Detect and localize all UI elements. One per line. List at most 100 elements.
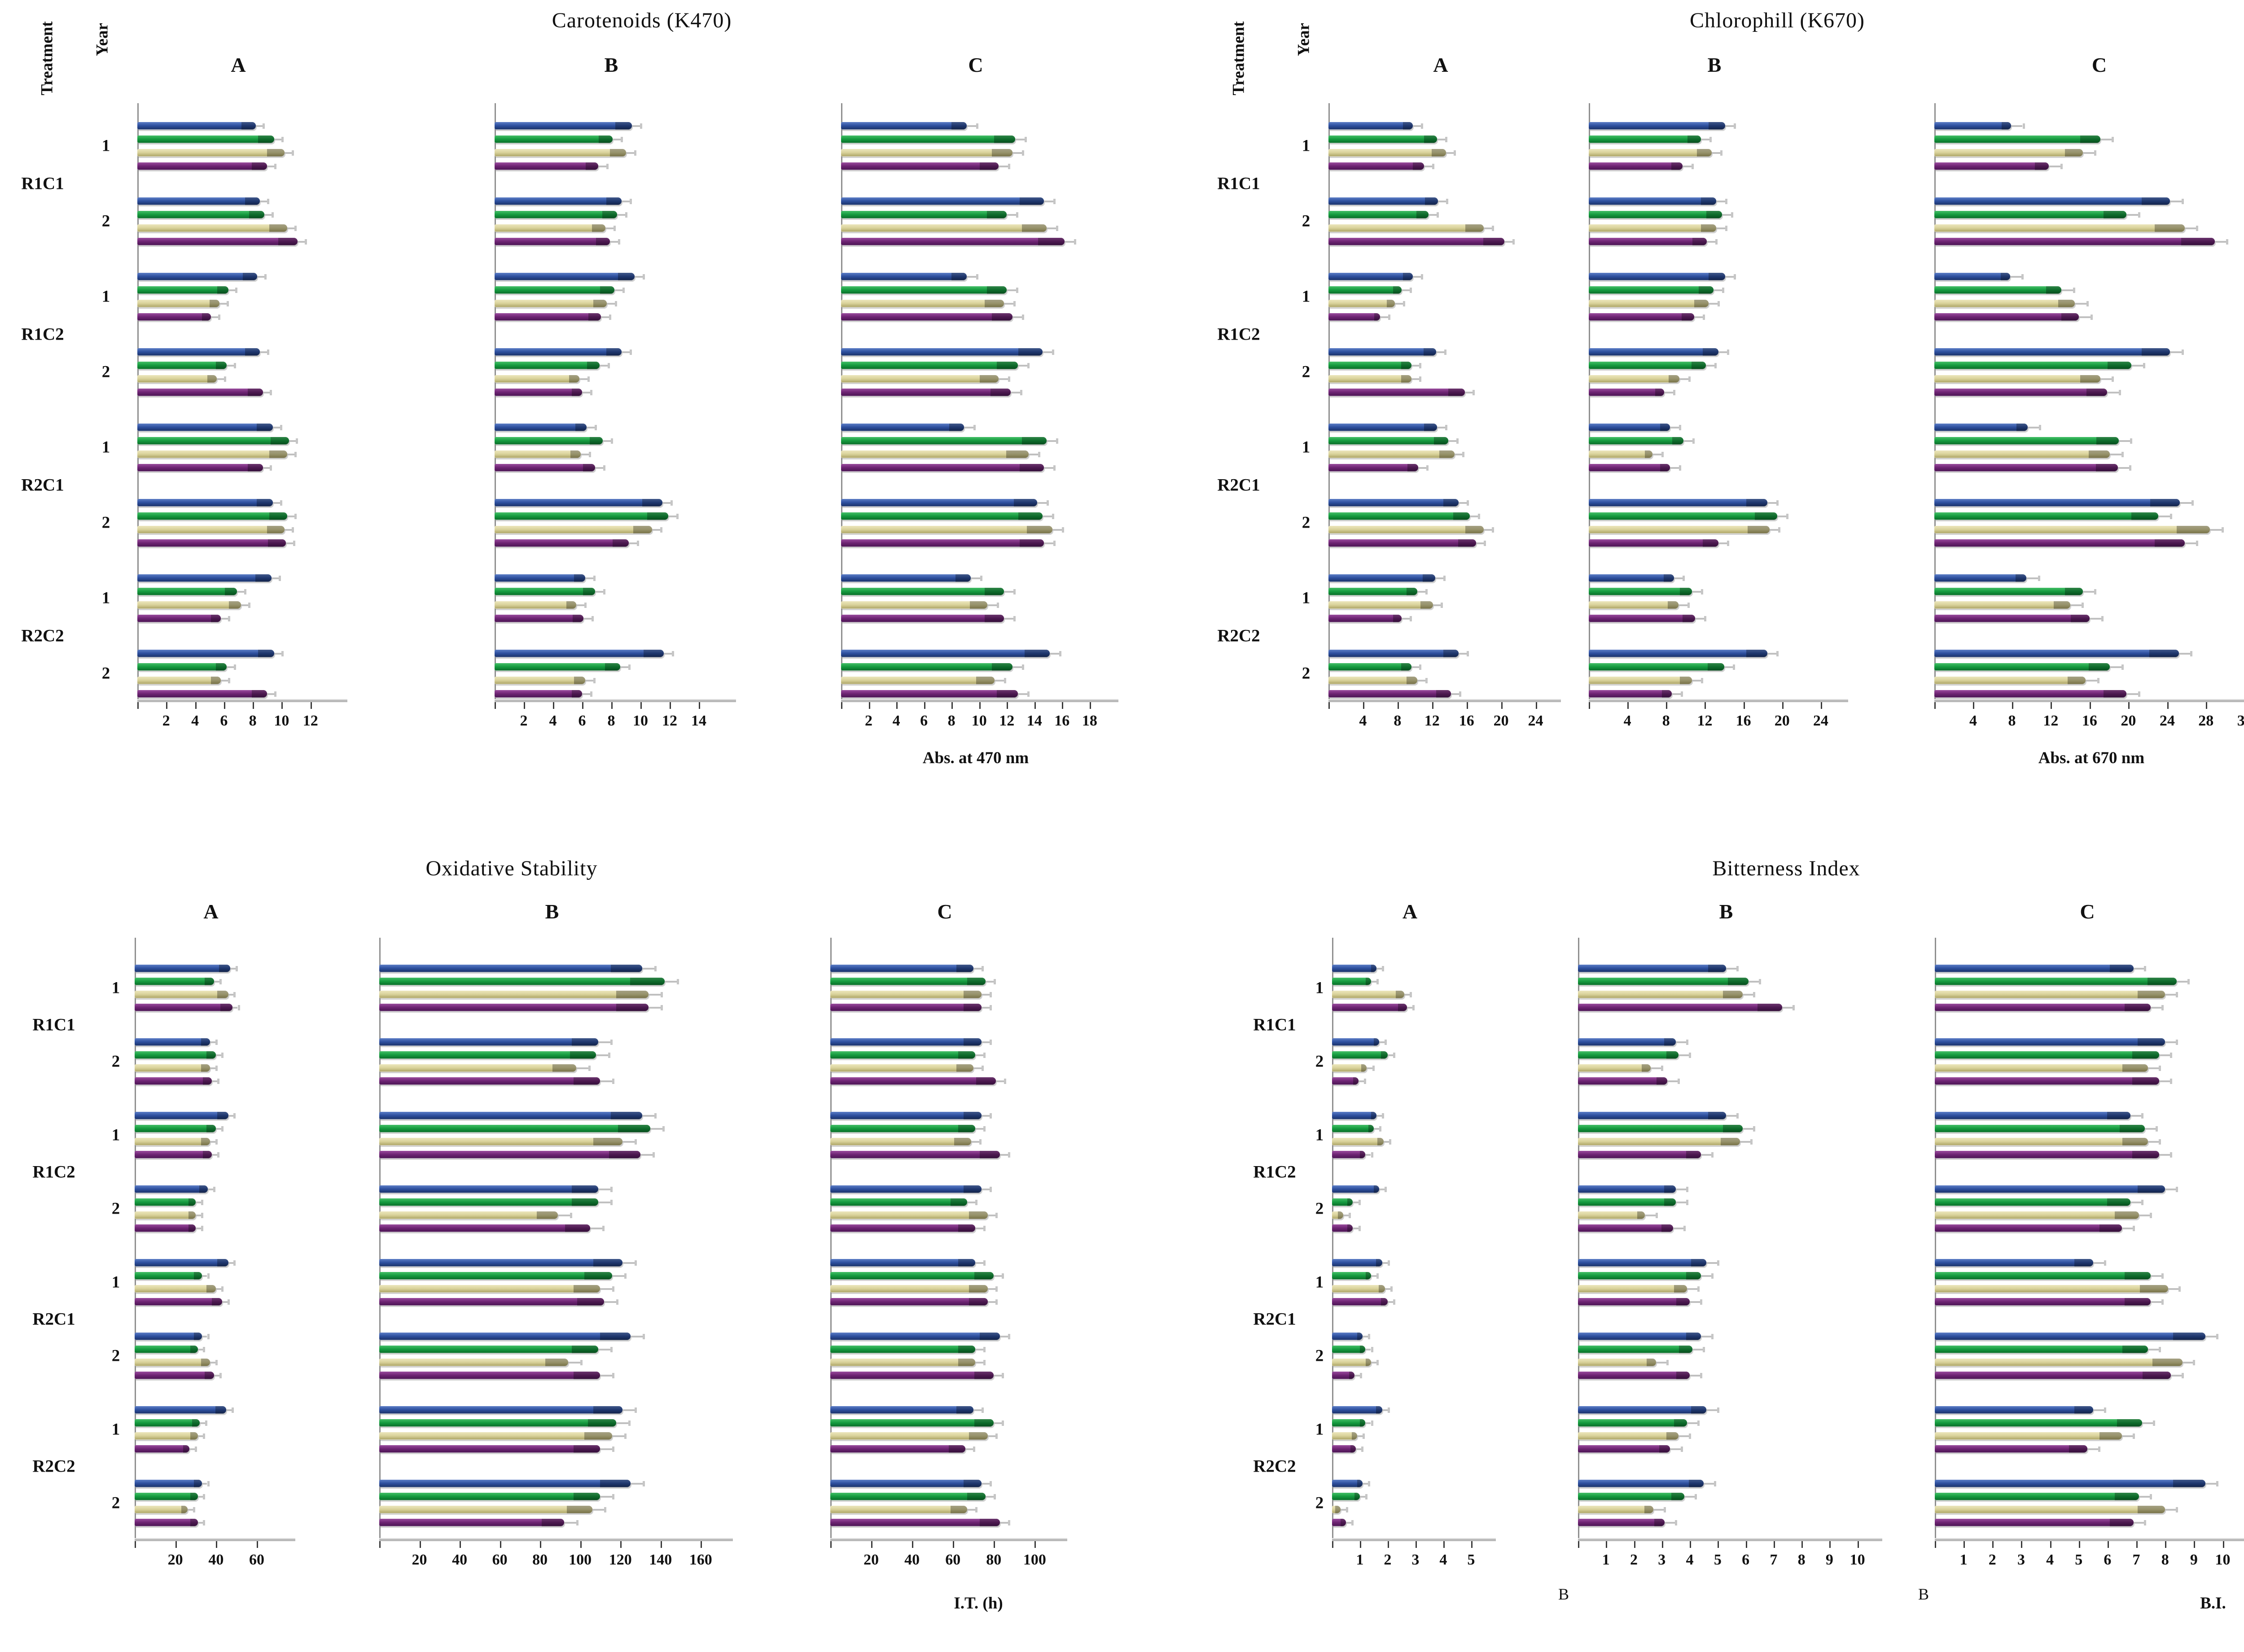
error-whisker-cap: [1008, 376, 1010, 382]
bar-end-cap: [575, 424, 587, 431]
bar-oxidative-stability-R1C1-y2-d0: [379, 1038, 598, 1046]
bar-end-cap: [958, 1259, 976, 1267]
bar-chlorophill-R1C1-y1-d4: [1934, 135, 2100, 143]
axis-tick-label: 4: [1439, 1551, 1447, 1568]
bar-oxidative-stability-R2C1-y2-d4: [379, 1346, 598, 1353]
bar-carotenoids-R1C2-y1-d4: [137, 286, 228, 294]
x-axis-line: [379, 1539, 733, 1541]
treatment-label-R1C2: R1C2: [32, 1162, 75, 1181]
error-whisker-cap: [1697, 1420, 1700, 1426]
bar-end-cap: [574, 1285, 600, 1293]
axis-tick: [1589, 702, 1590, 709]
error-whisker-cap: [1388, 314, 1390, 320]
error-whisker: [1402, 289, 1410, 291]
treatment-label-R1C1: R1C1: [1253, 1015, 1296, 1034]
error-whisker: [2182, 1361, 2193, 1364]
bar-end-cap: [587, 362, 600, 369]
axis-tick-label: 100: [1023, 1551, 1046, 1568]
bar-end-cap: [570, 1051, 596, 1059]
bar-chlorophill-R2C1-y2-d0: [1589, 499, 1768, 507]
error-whisker: [1418, 467, 1426, 469]
error-whisker: [975, 1054, 984, 1056]
error-whisker-cap: [1731, 212, 1733, 218]
bar-end-cap: [611, 965, 643, 972]
bar-end-cap: [206, 1051, 216, 1059]
bar-carotenoids-R1C2-y2-d14: [137, 389, 263, 396]
treatment-label-R2C2: R2C2: [1253, 1456, 1296, 1476]
error-whisker-cap: [1410, 992, 1412, 997]
bar-bitterness-index-R2C1-y2-d8: [1578, 1359, 1657, 1366]
error-whisker-cap: [203, 1520, 206, 1525]
error-whisker-cap: [2086, 301, 2089, 306]
treatment-label-R2C2: R2C2: [32, 1456, 75, 1476]
year-label-R2C2-2: 2: [111, 1494, 120, 1512]
bar-end-cap: [2132, 1051, 2160, 1059]
bar-bitterness-index-R1C2-y2-d14: [1332, 1224, 1353, 1232]
axis-tick: [1397, 702, 1399, 709]
axis-tick: [1535, 702, 1537, 709]
x-axis-caption-670nm: Abs. at 670 nm: [2038, 749, 2145, 767]
error-whisker: [287, 227, 295, 229]
error-whisker-cap: [1358, 1199, 1361, 1205]
bar-end-cap: [979, 162, 999, 170]
error-whisker: [1682, 165, 1692, 167]
bar-end-cap: [1340, 1519, 1346, 1526]
error-whisker: [986, 980, 994, 983]
error-whisker-cap: [660, 1005, 663, 1010]
bar-carotenoids-R2C2-y1-d8: [137, 601, 241, 609]
error-whisker-cap: [1376, 1359, 1379, 1365]
error-whisker-cap: [983, 1359, 986, 1365]
bar-end-cap: [2122, 1138, 2148, 1145]
error-whisker: [1438, 200, 1446, 202]
bar-end-cap: [967, 978, 986, 985]
bar-end-cap: [2069, 1445, 2087, 1453]
bar-oxidative-stability-R2C1-y1-d0: [830, 1259, 976, 1267]
axis-tick: [1432, 702, 1433, 709]
axis-tick: [1718, 1541, 1719, 1548]
error-whisker-cap: [304, 239, 307, 245]
error-whisker: [1017, 364, 1027, 367]
error-whisker: [1725, 125, 1734, 127]
error-whisker: [228, 993, 234, 996]
bar-carotenoids-R2C2-y2-d4: [137, 663, 227, 671]
bar-bitterness-index-R2C2-y2-d0: [1578, 1480, 1704, 1487]
bar-end-cap: [1720, 1138, 1740, 1145]
error-whisker-cap: [989, 1481, 992, 1486]
error-whisker-cap: [1046, 500, 1049, 506]
axis-tick: [871, 1541, 873, 1548]
error-whisker-cap: [1365, 1494, 1368, 1499]
bar-end-cap: [1424, 135, 1438, 143]
axis-tick-label: 14: [1026, 712, 1042, 729]
error-whisker: [1704, 1482, 1714, 1485]
bar-end-cap: [600, 1480, 631, 1487]
bar-end-cap: [217, 1259, 228, 1267]
error-whisker-cap: [1387, 1260, 1390, 1266]
x-axis-line: [137, 700, 347, 702]
error-whisker-cap: [217, 1078, 220, 1084]
bar-carotenoids-R2C1-y1-d8: [495, 450, 581, 458]
axis-tick: [195, 702, 197, 709]
bar-end-cap: [228, 601, 241, 609]
error-whisker: [1652, 453, 1661, 455]
axis-tick-label: 8: [249, 712, 257, 729]
error-whisker-cap: [2196, 225, 2199, 231]
bar-bitterness-index-R1C2-y2-d8: [1578, 1211, 1645, 1219]
bar-end-cap: [572, 1038, 598, 1046]
error-whisker: [237, 590, 244, 593]
error-whisker-cap: [2182, 198, 2184, 204]
year-label-R1C1-2: 2: [1315, 1052, 1324, 1071]
bar-carotenoids-R2C2-y1-d0: [137, 574, 272, 582]
error-whisker-cap: [1445, 136, 1447, 142]
axis-tick: [1332, 1541, 1333, 1548]
error-whisker-cap: [584, 602, 587, 608]
year-label-R2C2-1: 1: [1315, 1420, 1324, 1438]
axis-tick-label: 6: [220, 712, 228, 729]
error-whisker-cap: [219, 1372, 222, 1378]
error-whisker: [2118, 440, 2130, 442]
bar-end-cap: [588, 313, 601, 321]
error-whisker-cap: [1661, 1065, 1663, 1071]
bar-chlorophill-R1C2-y2-d14: [1589, 389, 1664, 396]
error-whisker: [2165, 1508, 2176, 1511]
bar-bitterness-index-R1C2-y1-d0: [1935, 1112, 2131, 1119]
error-whisker: [1725, 275, 1734, 278]
